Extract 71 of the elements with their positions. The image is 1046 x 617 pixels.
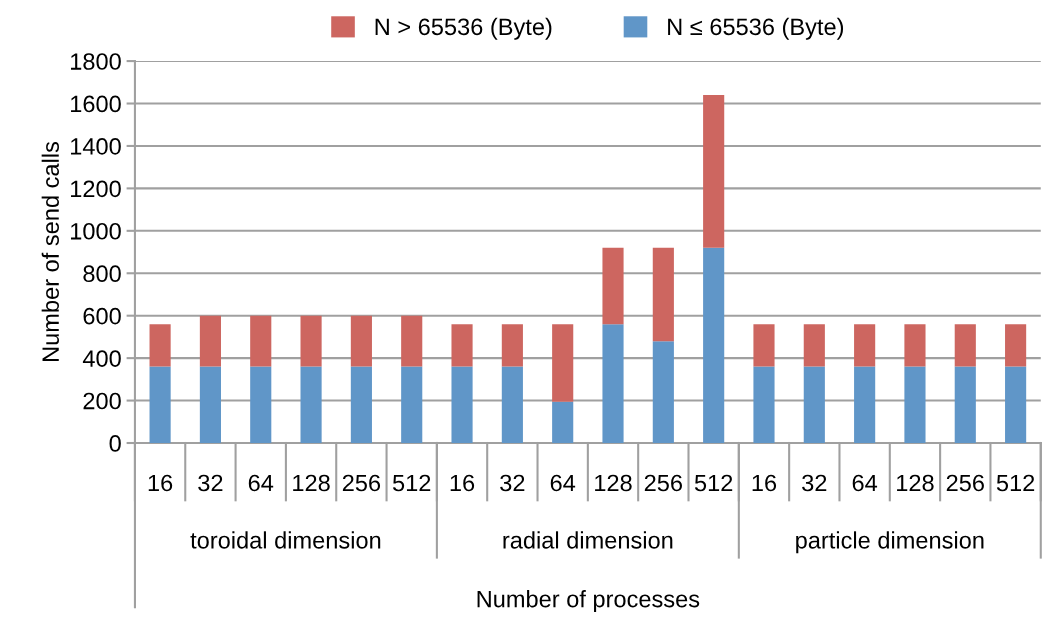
bar (1005, 366, 1027, 444)
x-tick-label: 128 (293, 474, 330, 492)
bar (501, 366, 523, 444)
legend-label: N > 65536 (Byte) (375, 17, 552, 40)
bar (854, 324, 876, 367)
x-tick-label: 512 (996, 474, 1035, 492)
bar (904, 324, 926, 367)
x-tick-label: 256 (946, 474, 984, 492)
bar (199, 366, 221, 444)
x-tick-label: 16 (450, 474, 475, 492)
bar (854, 366, 876, 444)
bar (401, 366, 423, 444)
bar (451, 366, 473, 444)
legend-label: N ≤ 65536 (Byte) (668, 17, 844, 40)
x-tick-label: 512 (392, 474, 431, 492)
y-tick-label: 800 (83, 265, 121, 283)
text: particle dimension (796, 531, 984, 554)
x-tick-label: 32 (198, 474, 223, 492)
bar (652, 247, 674, 342)
text: toroidal dimension (190, 531, 381, 549)
bar (954, 324, 976, 367)
x-tick-label: 128 (595, 474, 632, 492)
bar (954, 366, 976, 444)
bar (803, 324, 825, 367)
x-tick-label: 16 (148, 474, 173, 492)
bar (350, 315, 372, 367)
bar (501, 324, 523, 367)
x-tick-label: 32 (500, 474, 525, 492)
x-tick-label: 16 (752, 474, 777, 492)
y-tick-label: 600 (83, 307, 121, 325)
x-axis-title: Number of processes (477, 590, 700, 613)
bar (250, 366, 272, 444)
bar (300, 315, 322, 367)
bar (199, 315, 221, 367)
bar (250, 315, 272, 367)
y-tick-label: 1000 (71, 222, 121, 240)
x-tick-label: 64 (550, 474, 576, 492)
y-tick-label: 1800 (71, 53, 121, 70)
bar (149, 366, 171, 444)
x-tick-label: 256 (342, 474, 381, 492)
bar (1005, 324, 1027, 367)
bar (401, 315, 423, 367)
bar (552, 401, 574, 444)
bar (350, 366, 372, 444)
bar (300, 366, 322, 444)
bar (451, 324, 473, 367)
y-axis-title: Number of send calls (41, 142, 59, 361)
bar (602, 324, 624, 444)
x-tick-label: 512 (694, 474, 733, 492)
y-tick-label: 1600 (71, 95, 121, 113)
bar (652, 341, 674, 444)
y-tick-label: 200 (83, 392, 121, 410)
bar (904, 366, 926, 444)
bar (552, 324, 574, 402)
y-tick-label: 0 (109, 435, 121, 452)
y-tick-label: 400 (82, 350, 121, 367)
bar (602, 247, 624, 325)
x-tick-label: 256 (644, 474, 682, 492)
y-tick-label: 1200 (71, 180, 121, 198)
x-tick-label: 64 (248, 474, 274, 492)
x-tick-label: 128 (897, 474, 934, 492)
x-tick-label: 32 (802, 474, 827, 492)
text: radial dimension (503, 531, 673, 549)
bar (703, 247, 725, 444)
y-tick-label: 1400 (71, 138, 121, 155)
bar (803, 366, 825, 444)
bar (703, 95, 725, 248)
bar (149, 324, 171, 367)
x-tick-label: 64 (852, 474, 878, 492)
bar (753, 324, 775, 367)
bar (753, 366, 775, 444)
